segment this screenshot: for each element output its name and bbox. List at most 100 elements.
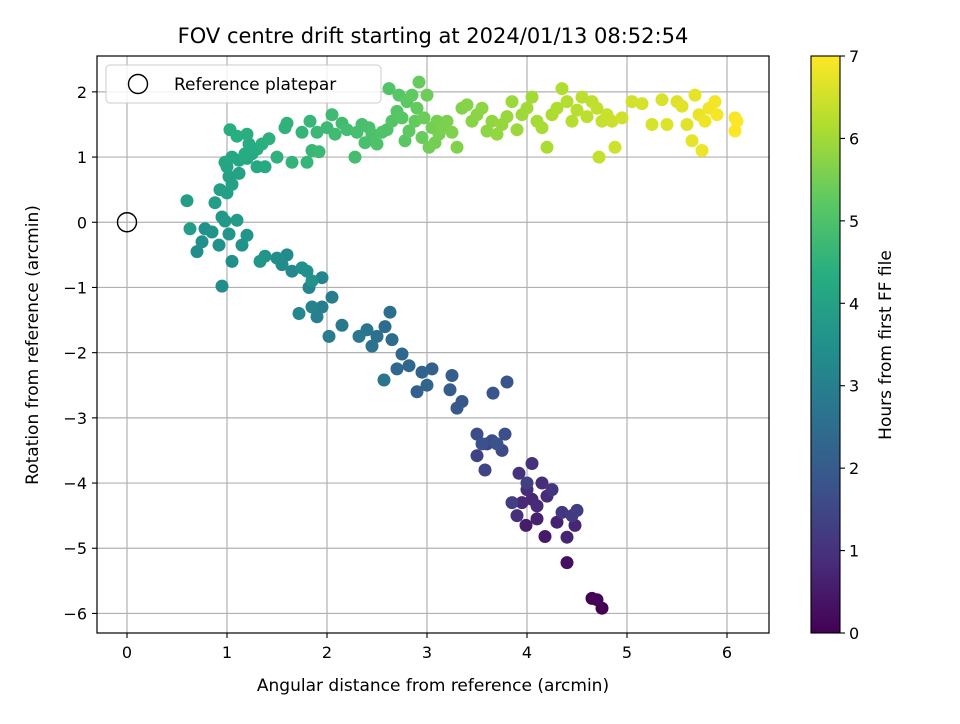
scatter-point — [230, 129, 244, 143]
scatter-point — [680, 118, 694, 131]
scatter-point — [535, 476, 549, 490]
colorbar: 0 1 2 3 4 5 6 7 Hours from first FF file — [810, 47, 896, 643]
scatter-point — [605, 114, 619, 128]
scatter-point — [365, 127, 379, 141]
scatter-point — [280, 116, 294, 130]
legend: Reference platepar — [105, 64, 382, 104]
scatter-point — [340, 123, 354, 137]
scatter-point — [575, 90, 589, 104]
scatter-point — [190, 245, 204, 259]
grid-lines — [97, 56, 769, 633]
scatter-point — [450, 401, 464, 415]
scatter-point — [305, 274, 319, 288]
scatter-point — [232, 166, 246, 180]
scatter-point — [328, 127, 342, 141]
scatter-point — [545, 483, 559, 497]
scatter-points — [180, 75, 744, 615]
scatter-point — [592, 150, 606, 164]
scatter-point — [460, 98, 474, 112]
scatter-point — [590, 101, 604, 115]
scatter-point — [505, 95, 519, 109]
scatter-point — [550, 101, 564, 115]
scatter-point — [565, 114, 579, 128]
scatter-point — [395, 111, 409, 125]
scatter-point — [365, 339, 379, 353]
y-tick-label: −4 — [63, 474, 87, 493]
chart-title: FOV centre drift starting at 2024/01/13 … — [178, 24, 689, 48]
scatter-point — [485, 114, 499, 128]
colorbar-label: Hours from first FF file — [876, 250, 896, 440]
scatter-point — [183, 222, 197, 236]
scatter-point — [225, 254, 239, 268]
scatter-point — [425, 362, 439, 376]
scatter-point — [568, 518, 582, 532]
scatter-point — [253, 254, 267, 268]
scatter-point — [410, 385, 424, 399]
scatter-point — [500, 375, 514, 389]
scatter-point — [490, 437, 504, 451]
scatter-point — [258, 160, 272, 174]
scatter-point — [378, 320, 392, 334]
scatter-point — [710, 108, 724, 122]
scatter-point — [385, 114, 399, 128]
scatter-point — [570, 503, 584, 517]
colorbar-tick-label: 3 — [849, 377, 859, 396]
x-tick-label: 2 — [322, 643, 332, 662]
scatter-point — [305, 300, 319, 314]
scatter-point — [470, 449, 484, 463]
scatter-point — [238, 147, 252, 161]
x-axis-ticks: 0 1 2 3 4 5 6 — [122, 633, 732, 662]
scatter-point — [195, 235, 209, 249]
colorbar-tick-label: 0 — [849, 624, 859, 643]
scatter-point — [420, 378, 434, 392]
scatter-point — [615, 111, 629, 125]
scatter-point — [417, 111, 431, 125]
scatter-point — [242, 137, 256, 151]
scatter-point — [222, 170, 236, 184]
scatter-point — [450, 140, 464, 154]
x-tick-label: 1 — [222, 643, 232, 662]
y-axis-label: Rotation from reference (arcmin) — [23, 205, 43, 485]
x-tick-label: 4 — [522, 643, 532, 662]
scatter-point — [660, 118, 674, 131]
scatter-point — [212, 238, 226, 252]
scatter-point — [510, 509, 524, 523]
plot-frame — [96, 55, 770, 634]
scatter-point — [270, 251, 284, 265]
legend-entry-reference: Reference platepar — [174, 75, 336, 95]
reference-marker — [116, 212, 138, 233]
y-tick-label: −5 — [63, 539, 87, 558]
scatter-point — [560, 556, 574, 570]
scatter-point — [398, 134, 412, 148]
scatter-point — [708, 95, 722, 109]
scatter-point — [685, 134, 699, 148]
scatter-point — [205, 225, 219, 239]
scatter-point — [520, 101, 534, 115]
colorbar-gradient — [810, 55, 841, 634]
colorbar-tick-label: 5 — [849, 212, 859, 231]
scatter-point — [270, 150, 284, 164]
scatter-point — [382, 82, 396, 96]
scatter-point — [515, 496, 529, 510]
scatter-point — [560, 95, 574, 109]
scatter-point — [240, 228, 254, 242]
scatter-point — [490, 127, 504, 141]
legend-box — [105, 64, 382, 104]
scatter-point — [352, 329, 366, 343]
y-tick-label: −1 — [63, 278, 87, 297]
scatter-point — [415, 131, 429, 144]
scatter-point — [315, 271, 329, 285]
scatter-point — [475, 437, 489, 451]
colorbar-tick-label: 2 — [849, 459, 859, 478]
scatter-point — [370, 137, 384, 151]
scatter-point — [500, 110, 514, 124]
scatter-point — [335, 318, 349, 332]
colorbar-tick-label: 4 — [849, 294, 859, 313]
scatter-point — [480, 124, 494, 138]
x-tick-label: 3 — [422, 643, 432, 662]
scatter-point — [512, 466, 526, 480]
scatter-point — [470, 427, 484, 441]
x-tick-label: 5 — [622, 643, 632, 662]
legend-marker-circle — [127, 73, 149, 95]
x-tick-label: 6 — [722, 643, 732, 662]
